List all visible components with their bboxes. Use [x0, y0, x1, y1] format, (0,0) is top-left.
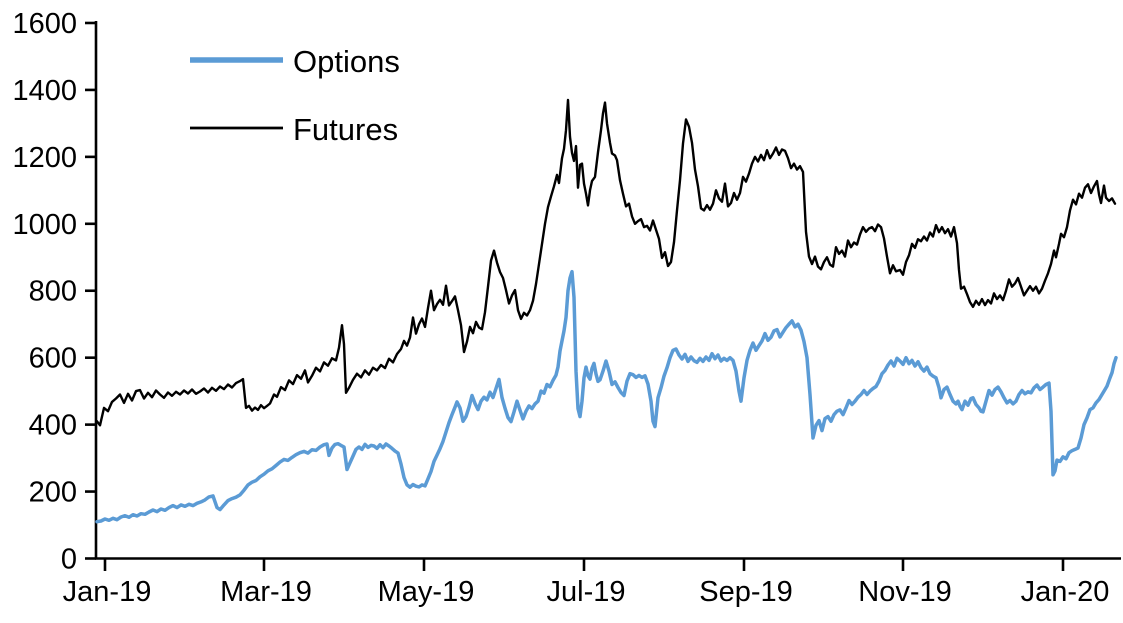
y-tick-label: 1200	[12, 142, 77, 174]
y-tick-label: 600	[29, 343, 77, 375]
options-line	[95, 269, 1118, 524]
axes: 0 200 400 600 800 1000 1200 1400 1600 Jan-19 Mar-…	[12, 8, 1121, 608]
futures-line	[95, 98, 1117, 427]
y-tick-label: 800	[29, 276, 77, 308]
x-tick-label: Nov-19	[858, 576, 952, 608]
y-axis-ticks: 0 200 400 600 800 1000 1200 1400 1600	[12, 8, 96, 576]
x-tick-label: Jan-20	[1021, 576, 1110, 608]
y-tick-label: 1000	[12, 209, 77, 241]
series-lines	[95, 98, 1118, 524]
options-legend-label: Options	[293, 44, 400, 79]
y-tick-label: 0	[61, 544, 77, 576]
y-tick-label: 1600	[12, 8, 77, 40]
y-tick-label: 1400	[12, 75, 77, 107]
x-tick-label: Jul-19	[547, 576, 626, 608]
x-tick-label: Sep-19	[699, 576, 793, 608]
x-tick-label: Mar-19	[220, 576, 312, 608]
futures-legend-label: Futures	[293, 112, 398, 147]
legend: Options Futures	[190, 44, 400, 147]
y-tick-label: 400	[29, 410, 77, 442]
x-tick-label: May-19	[378, 576, 475, 608]
x-axis-ticks: Jan-19 Mar-19 May-19 Jul-19 Sep-19 Nov-19 Jan-…	[63, 558, 1110, 608]
y-tick-label: 200	[29, 477, 77, 509]
x-tick-label: Jan-19	[63, 576, 152, 608]
